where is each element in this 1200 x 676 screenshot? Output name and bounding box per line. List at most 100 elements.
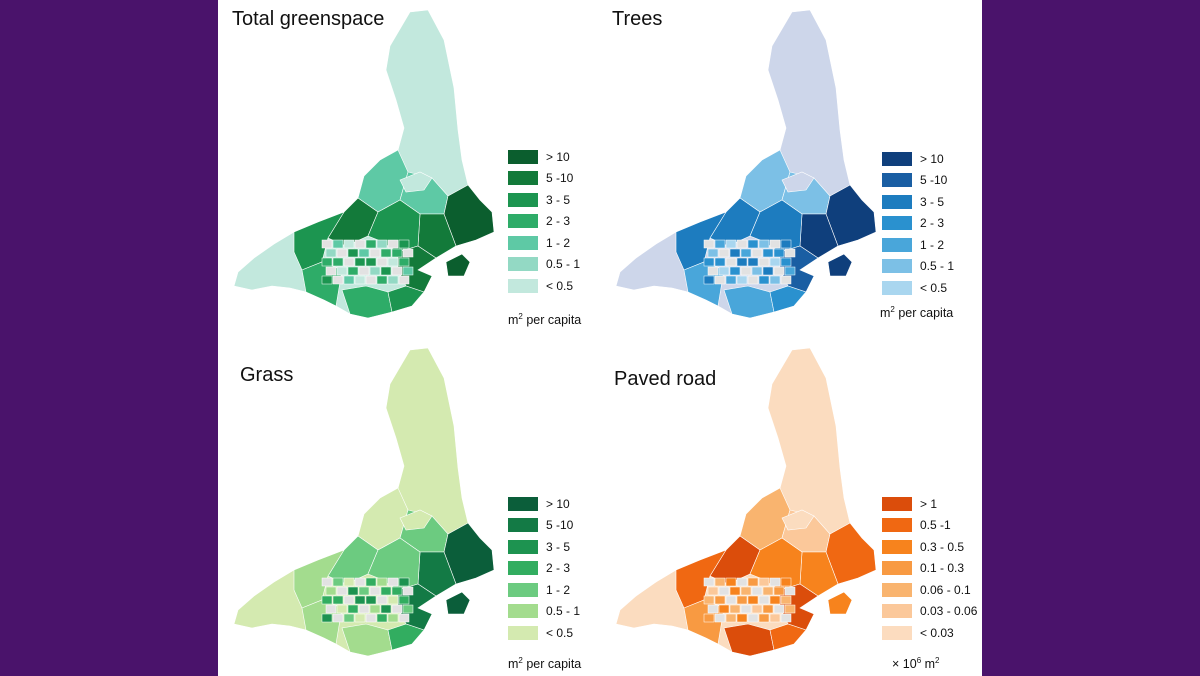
region-map <box>615 9 877 319</box>
district-area <box>341 285 393 319</box>
urban-cell <box>325 266 337 276</box>
urban-cell <box>758 257 770 267</box>
urban-cell <box>332 275 344 285</box>
map-legend: > 1 0.5 -1 0.3 - 0.5 0.1 - 0.3 0.06 - 0.1 0.0… <box>882 493 977 644</box>
urban-cell <box>747 257 759 267</box>
legend-label: 0.5 - 1 <box>546 604 581 619</box>
urban-cell <box>332 257 344 267</box>
legend-label: 2 - 3 <box>546 561 571 576</box>
urban-cell <box>762 266 774 276</box>
district-area <box>443 184 495 247</box>
map-title: Trees <box>612 8 663 30</box>
urban-cell <box>380 248 392 258</box>
legend-label: < 0.5 <box>546 625 574 640</box>
map-panel-paved-road: Paved road > 1 0.5 -1 0.3 - 0.5 0.1 - 0.3 0.… <box>600 338 982 676</box>
legend-label: 0.03 - 0.06 <box>920 604 978 619</box>
urban-cell <box>343 239 355 249</box>
legend-swatch <box>508 582 538 597</box>
urban-cell <box>758 595 770 605</box>
legend-item: 0.5 - 1 <box>508 254 580 276</box>
legend-swatch <box>508 539 538 554</box>
urban-cell <box>354 239 366 249</box>
map-title: Grass <box>240 364 294 386</box>
urban-cell <box>332 613 344 623</box>
urban-cell <box>784 586 796 596</box>
legend-swatch <box>882 582 912 597</box>
urban-cell <box>703 595 715 605</box>
urban-cell <box>773 586 785 596</box>
urban-cell <box>758 275 770 285</box>
urban-cell <box>725 239 737 249</box>
legend-item: 2 - 3 <box>508 558 580 580</box>
legend-item: 5 -10 <box>882 170 954 192</box>
urban-cell <box>736 595 748 605</box>
district-area <box>769 623 807 651</box>
urban-cell <box>703 613 715 623</box>
legend-label: 5 -10 <box>920 173 948 188</box>
legend-item: > 1 <box>882 493 977 515</box>
legend-item: 0.5 - 1 <box>882 256 954 278</box>
urban-cell <box>780 577 792 587</box>
urban-cell <box>354 595 366 605</box>
legend-swatch <box>882 518 912 533</box>
urban-cell <box>380 266 392 276</box>
legend-label: 5 -10 <box>546 518 574 533</box>
district-area <box>827 253 853 277</box>
urban-cell <box>369 586 381 596</box>
urban-cell <box>365 595 377 605</box>
legend-label: 3 - 5 <box>920 194 945 209</box>
urban-cell <box>751 248 763 258</box>
urban-cell <box>380 586 392 596</box>
urban-cell <box>762 586 774 596</box>
urban-cell <box>729 266 741 276</box>
urban-cell <box>398 613 410 623</box>
region-map <box>233 347 495 657</box>
urban-cell <box>773 266 785 276</box>
legend-swatch <box>882 280 912 295</box>
urban-cell <box>358 604 370 614</box>
urban-cell <box>391 266 403 276</box>
district-area <box>675 211 727 271</box>
district-area <box>443 522 495 585</box>
district-area <box>293 211 345 271</box>
urban-cell <box>325 586 337 596</box>
urban-cell <box>725 257 737 267</box>
legend-label: 5 -10 <box>546 171 574 186</box>
urban-cell <box>725 613 737 623</box>
urban-cell <box>769 257 781 267</box>
urban-cell <box>365 613 377 623</box>
legend-label: 1 - 2 <box>920 237 945 252</box>
urban-cell <box>347 266 359 276</box>
urban-cell <box>707 248 719 258</box>
map-legend: > 10 5 -10 3 - 5 2 - 3 1 - 2 0.5 - 1 < 0.5 <box>508 493 580 644</box>
urban-cell <box>718 266 730 276</box>
legend-unit: m2 per capita <box>880 305 954 321</box>
legend-swatch <box>508 561 538 576</box>
urban-cell <box>398 577 410 587</box>
urban-cell <box>365 239 377 249</box>
urban-cell <box>358 266 370 276</box>
urban-cell <box>703 257 715 267</box>
urban-cell <box>387 275 399 285</box>
district-area <box>293 549 345 609</box>
legend-item: 1 - 2 <box>508 579 580 601</box>
legend-item: 3 - 5 <box>508 536 580 558</box>
urban-cell <box>387 613 399 623</box>
legend-swatch <box>508 171 538 186</box>
urban-cell <box>369 248 381 258</box>
urban-cell <box>343 275 355 285</box>
map-panel-total-greenspace: Total greenspace > 10 5 -10 3 - 5 2 - 3 1 - … <box>218 0 600 338</box>
district-area <box>723 285 775 319</box>
legend-label: > 10 <box>920 151 944 166</box>
urban-cell <box>321 595 333 605</box>
legend-swatch <box>508 518 538 533</box>
urban-cell <box>729 586 741 596</box>
urban-cell <box>347 604 359 614</box>
urban-cell <box>762 248 774 258</box>
legend-item: 2 - 3 <box>508 211 580 233</box>
urban-cell <box>758 613 770 623</box>
legend-label: > 10 <box>546 149 570 164</box>
urban-cell <box>376 595 388 605</box>
legend-label: > 10 <box>546 496 570 511</box>
urban-cell <box>358 248 370 258</box>
